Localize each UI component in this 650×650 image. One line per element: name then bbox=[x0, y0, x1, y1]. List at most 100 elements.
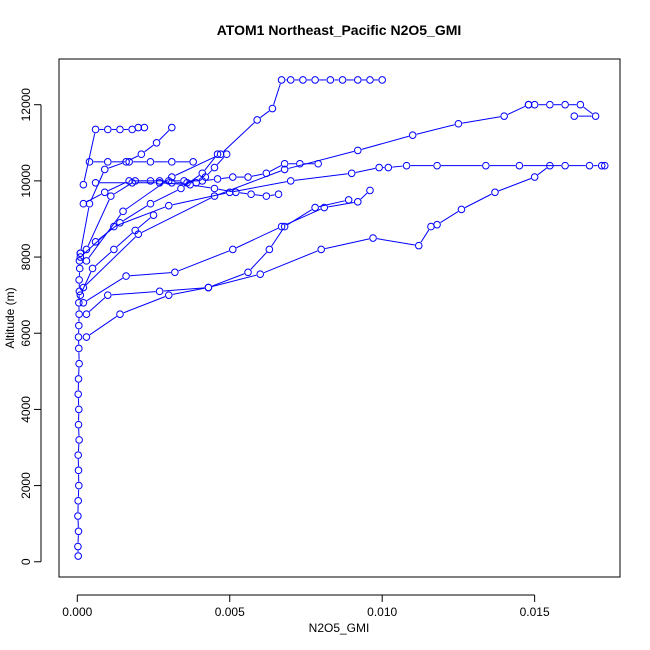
series-12 bbox=[82, 196, 353, 341]
series-segment bbox=[360, 192, 368, 200]
series-2 bbox=[76, 123, 176, 258]
series-11 bbox=[82, 161, 554, 318]
series-15 bbox=[91, 150, 222, 246]
series-segment bbox=[355, 167, 376, 173]
data-point bbox=[228, 173, 237, 181]
series-segment bbox=[81, 271, 92, 292]
data-point bbox=[75, 264, 84, 273]
data-point bbox=[482, 161, 490, 170]
series-segment bbox=[583, 106, 593, 115]
y-tick-label: 8000 bbox=[19, 243, 33, 270]
series-segment bbox=[144, 144, 154, 153]
data-point bbox=[353, 76, 362, 84]
series-3 bbox=[79, 123, 149, 189]
data-point bbox=[110, 245, 118, 254]
data-point bbox=[100, 165, 109, 174]
data-point bbox=[146, 158, 155, 166]
data-point bbox=[75, 287, 84, 296]
series-6 bbox=[82, 76, 386, 265]
data-point bbox=[91, 178, 100, 187]
data-point bbox=[286, 177, 295, 185]
series-segment bbox=[212, 274, 257, 288]
data-point bbox=[171, 268, 179, 277]
series-segment bbox=[80, 207, 90, 250]
series-segment bbox=[392, 165, 403, 168]
data-point bbox=[82, 333, 91, 341]
series-segment bbox=[183, 175, 200, 187]
data-point bbox=[454, 119, 463, 128]
data-point bbox=[75, 436, 83, 444]
series-segment bbox=[273, 83, 281, 105]
series-segment bbox=[239, 192, 248, 195]
data-point bbox=[546, 161, 554, 170]
data-point bbox=[210, 184, 219, 193]
data-point bbox=[277, 76, 286, 84]
data-point bbox=[228, 245, 237, 254]
series-segment bbox=[113, 182, 133, 195]
data-point bbox=[79, 180, 88, 189]
series-segment bbox=[464, 193, 492, 209]
data-point bbox=[74, 527, 83, 536]
data-point bbox=[75, 344, 83, 353]
data-point bbox=[76, 291, 85, 299]
data-point bbox=[128, 178, 136, 187]
data-point bbox=[75, 321, 83, 330]
series-segment bbox=[236, 227, 279, 249]
data-point bbox=[168, 178, 176, 187]
series-8 bbox=[524, 100, 600, 120]
y-axis-label: Altitude (m) bbox=[3, 287, 17, 348]
series-segment bbox=[98, 224, 118, 240]
series-segment bbox=[172, 192, 226, 206]
x-axis: 0.000 0.005 0.010 0.015 bbox=[62, 594, 550, 619]
series-segment bbox=[86, 277, 123, 302]
x-tick-label: 0.010 bbox=[367, 605, 397, 619]
data-point bbox=[366, 186, 374, 195]
chart-title: ATOM1 Northeast_Pacific N2O5_GMI bbox=[217, 22, 462, 38]
series-segment bbox=[254, 194, 263, 197]
y-tick-label: 2000 bbox=[19, 472, 33, 499]
series-segment bbox=[271, 229, 283, 247]
data-point bbox=[256, 270, 265, 278]
series-layer bbox=[74, 76, 609, 560]
data-point bbox=[75, 405, 83, 414]
series-4 bbox=[79, 159, 322, 208]
series-segment bbox=[175, 155, 218, 176]
data-point bbox=[491, 188, 499, 197]
series-segment bbox=[223, 122, 255, 152]
data-point bbox=[402, 161, 411, 170]
series-10 bbox=[79, 186, 374, 307]
data-point bbox=[103, 291, 112, 299]
data-point bbox=[570, 112, 579, 120]
data-point bbox=[155, 177, 164, 185]
data-point bbox=[369, 234, 377, 242]
data-point bbox=[131, 226, 140, 235]
series-segment bbox=[159, 130, 170, 141]
data-point bbox=[320, 203, 329, 212]
data-point bbox=[433, 220, 441, 229]
data-point bbox=[213, 175, 222, 183]
data-point bbox=[76, 249, 85, 258]
series-segment bbox=[153, 189, 178, 203]
data-point bbox=[122, 272, 130, 280]
data-point bbox=[74, 497, 83, 505]
y-tick-label: 4000 bbox=[19, 396, 33, 423]
data-point bbox=[198, 169, 207, 178]
y-axis: 0 2000 4000 6000 8000 10000 12000 bbox=[19, 88, 42, 565]
series-segment bbox=[233, 181, 287, 193]
data-point bbox=[515, 161, 524, 170]
data-point bbox=[213, 150, 222, 159]
data-point bbox=[244, 268, 252, 277]
series-segment bbox=[221, 177, 229, 179]
data-point bbox=[375, 163, 383, 172]
data-point bbox=[91, 125, 100, 134]
series-segment bbox=[207, 170, 213, 175]
data-point bbox=[222, 150, 231, 159]
data-point bbox=[110, 222, 118, 231]
series-segment bbox=[263, 250, 318, 274]
data-point bbox=[74, 333, 83, 341]
data-point bbox=[74, 420, 83, 429]
data-point bbox=[119, 207, 127, 216]
series-segment bbox=[163, 182, 187, 185]
data-point bbox=[378, 76, 386, 84]
data-point bbox=[168, 123, 176, 132]
